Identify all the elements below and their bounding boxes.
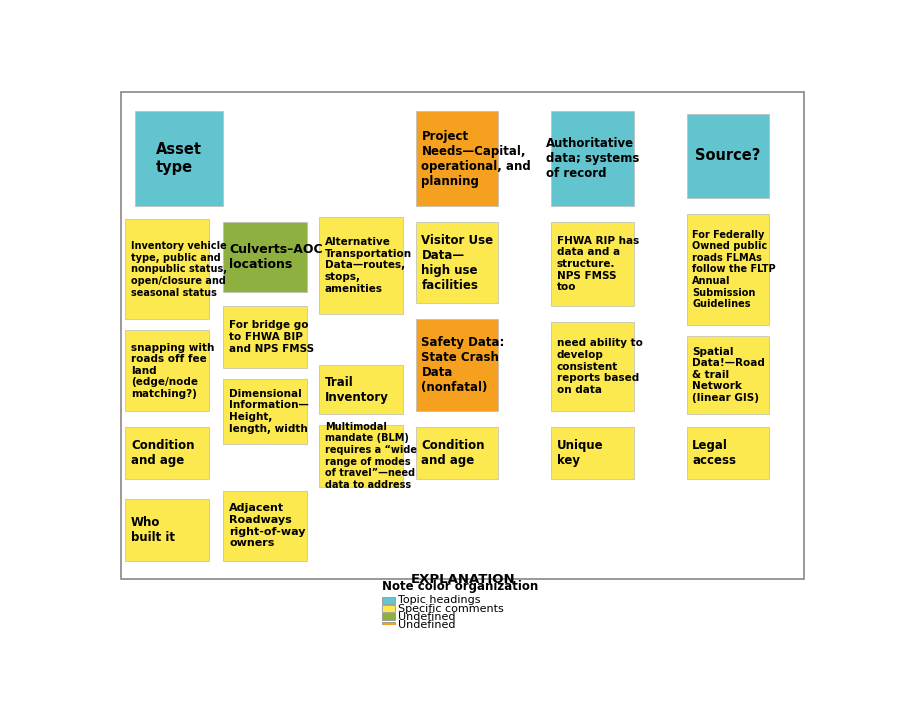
- Text: Undefined: Undefined: [398, 611, 456, 622]
- FancyBboxPatch shape: [416, 319, 498, 411]
- Text: Source?: Source?: [695, 148, 759, 164]
- Text: EXPLANATION: EXPLANATION: [410, 573, 514, 586]
- FancyBboxPatch shape: [416, 222, 498, 303]
- FancyBboxPatch shape: [416, 428, 498, 479]
- FancyBboxPatch shape: [382, 621, 394, 628]
- Text: FHWA RIP has
data and a
structure.
NPS FMSS
too: FHWA RIP has data and a structure. NPS F…: [556, 236, 638, 292]
- Text: snapping with
roads off fee
land
(edge/node
matching?): snapping with roads off fee land (edge/n…: [131, 343, 214, 399]
- Text: Spatial
Data!—Road
& trail
Network
(linear GIS): Spatial Data!—Road & trail Network (line…: [692, 347, 764, 403]
- Text: need ability to
develop
consistent
reports based
on data: need ability to develop consistent repor…: [556, 338, 641, 395]
- FancyBboxPatch shape: [686, 114, 769, 198]
- FancyBboxPatch shape: [686, 336, 769, 414]
- FancyBboxPatch shape: [223, 379, 307, 444]
- FancyBboxPatch shape: [125, 428, 209, 479]
- FancyBboxPatch shape: [223, 222, 307, 292]
- FancyBboxPatch shape: [382, 597, 394, 604]
- Text: Who
built it: Who built it: [131, 516, 175, 544]
- Text: Unique
key: Unique key: [556, 439, 603, 467]
- Text: Undefined: Undefined: [398, 620, 456, 630]
- Text: Safety Data:
State Crash
Data
(nonfatal): Safety Data: State Crash Data (nonfatal): [421, 336, 504, 395]
- FancyBboxPatch shape: [125, 330, 209, 411]
- FancyBboxPatch shape: [416, 112, 498, 206]
- FancyBboxPatch shape: [125, 499, 209, 561]
- Text: Authoritative
data; systems
of record: Authoritative data; systems of record: [545, 137, 639, 180]
- FancyBboxPatch shape: [135, 112, 223, 206]
- Text: Note color organization: Note color organization: [382, 581, 538, 593]
- FancyBboxPatch shape: [319, 425, 403, 487]
- FancyBboxPatch shape: [319, 365, 403, 414]
- FancyBboxPatch shape: [319, 217, 403, 314]
- Text: Culverts–AOC
locations: Culverts–AOC locations: [229, 243, 322, 271]
- FancyBboxPatch shape: [550, 222, 633, 306]
- Text: Visitor Use
Data—
high use
facilities: Visitor Use Data— high use facilities: [421, 234, 493, 291]
- Text: Project
Needs—Capital,
operational, and
planning: Project Needs—Capital, operational, and …: [421, 130, 530, 187]
- Text: Specific comments: Specific comments: [398, 604, 503, 614]
- FancyBboxPatch shape: [382, 605, 394, 612]
- FancyBboxPatch shape: [550, 112, 633, 206]
- Text: Legal
access: Legal access: [692, 439, 735, 467]
- Text: Dimensional
Information—
Height,
length, width: Dimensional Information— Height, length,…: [229, 389, 308, 434]
- FancyBboxPatch shape: [550, 322, 633, 411]
- Text: Inventory vehicle
type, public and
nonpublic status,
open/closure and
seasonal s: Inventory vehicle type, public and nonpu…: [131, 241, 226, 298]
- Text: Condition
and age: Condition and age: [131, 439, 194, 467]
- Text: For bridge go
to FHWA BIP
and NPS FMSS: For bridge go to FHWA BIP and NPS FMSS: [229, 320, 314, 354]
- FancyBboxPatch shape: [121, 93, 804, 579]
- FancyBboxPatch shape: [382, 614, 394, 620]
- FancyBboxPatch shape: [550, 428, 633, 479]
- FancyBboxPatch shape: [125, 219, 209, 319]
- Text: Asset
type: Asset type: [156, 143, 202, 175]
- FancyBboxPatch shape: [223, 306, 307, 368]
- Text: Adjacent
Roadways
right-of-way
owners: Adjacent Roadways right-of-way owners: [229, 503, 305, 548]
- FancyBboxPatch shape: [686, 428, 769, 479]
- Text: Alternative
Transportation
Data—routes,
stops,
amenities: Alternative Transportation Data—routes, …: [325, 237, 411, 293]
- Text: Trail
Inventory: Trail Inventory: [325, 376, 389, 404]
- FancyBboxPatch shape: [686, 214, 769, 325]
- FancyBboxPatch shape: [223, 491, 307, 561]
- Text: Topic headings: Topic headings: [398, 595, 481, 605]
- Text: Condition
and age: Condition and age: [421, 439, 484, 467]
- Text: For Federally
Owned public
roads FLMAs
follow the FLTP
Annual
Submission
Guideli: For Federally Owned public roads FLMAs f…: [692, 230, 775, 309]
- Text: Multimodal
mandate (BLM)
requires a “wide
range of modes
of travel”—need
data to: Multimodal mandate (BLM) requires a “wid…: [325, 422, 417, 490]
